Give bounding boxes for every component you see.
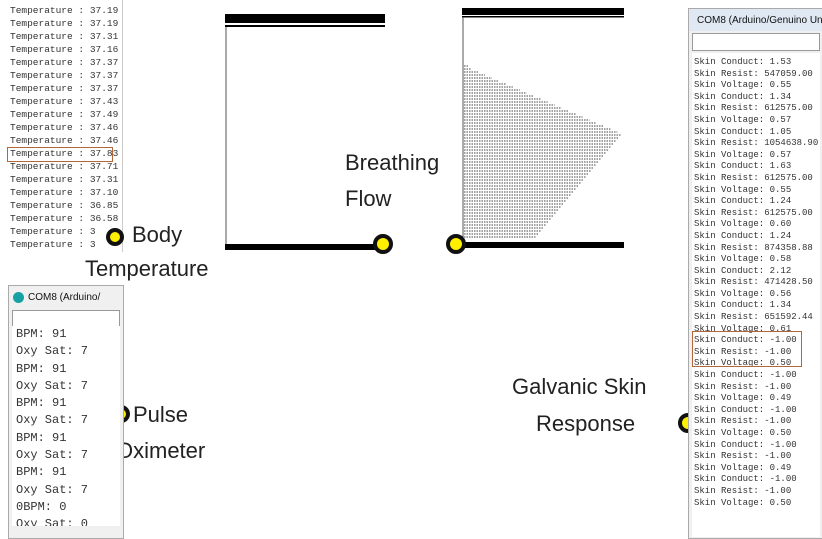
window-title: COM8 (Arduino/Genuino Uno): [697, 15, 822, 26]
log-line: Skin Resist: 612575.00: [694, 173, 820, 185]
log-line: Skin Voltage: 0.55: [694, 80, 820, 92]
plot-bar: [225, 244, 385, 250]
highlight-box: [692, 331, 802, 367]
log-line: Skin Resist: 651592.44: [694, 312, 820, 324]
page: {"temperature_log": {"lines": ["Temperat…: [0, 0, 822, 537]
app-icon: [13, 292, 24, 303]
log-line: Skin Resist: -1.00: [694, 382, 820, 394]
label: Flow: [345, 186, 391, 212]
label: Response: [536, 411, 635, 437]
highlight-box: [7, 147, 113, 162]
log-line: Temperature : 37.19: [0, 4, 122, 17]
log-line: Temperature : 37.19: [0, 17, 122, 30]
plot-bar: [225, 14, 385, 23]
log-line: Skin Conduct: 1.24: [694, 196, 820, 208]
log-line: Skin Voltage: 0.49: [694, 463, 820, 475]
log-line: Skin Voltage: 0.49: [694, 393, 820, 405]
log-line: Skin Conduct: 1.63: [694, 161, 820, 173]
serial-input[interactable]: [692, 33, 820, 51]
plot-bar: [462, 242, 624, 248]
window-title: COM8 (Arduino/: [28, 292, 100, 303]
log-line: Skin Resist: 612575.00: [694, 208, 820, 220]
label: Pulse: [133, 402, 188, 428]
log-line: Skin Conduct: 2.12: [694, 266, 820, 278]
log-line: Skin Conduct: 1.05: [694, 127, 820, 139]
log-line: BPM: 91: [16, 326, 120, 343]
log-line: Oxy Sat: 7: [16, 378, 120, 395]
gsr-window: COM8 (Arduino/Genuino Uno) Skin Conduct:…: [688, 8, 822, 539]
marker-dot: [446, 234, 466, 254]
log-line: Skin Resist: 612575.00: [694, 103, 820, 115]
log-line: Oxy Sat: 0: [16, 516, 120, 526]
log-line: Skin Voltage: 0.58: [694, 254, 820, 266]
log-line: Skin Conduct: -1.00: [694, 405, 820, 417]
plot-bar: [462, 8, 624, 15]
log-line: Temperature : 37.37: [0, 82, 122, 95]
log-line: Skin Resist: 547059.00: [694, 69, 820, 81]
log-line: Temperature : 37.43: [0, 95, 122, 108]
log-line: Skin Voltage: 0.56: [694, 289, 820, 301]
marker-dot: [106, 228, 124, 246]
window-title-bar: COM8 (Arduino/: [9, 286, 123, 308]
log-line: Skin Resist: -1.00: [694, 486, 820, 498]
log-line: Skin Conduct: -1.00: [694, 370, 820, 382]
log-line: Temperature : 37.49: [0, 108, 122, 121]
log-line: Temperature : 37.10: [0, 186, 122, 199]
window-title-bar: COM8 (Arduino/Genuino Uno): [689, 9, 822, 31]
log-line: Skin Conduct: 1.34: [694, 92, 820, 104]
marker-dot: [373, 234, 393, 254]
log-line: Skin Resist: 471428.50: [694, 277, 820, 289]
breathing-plot-left: [222, 8, 392, 256]
label: Galvanic Skin: [512, 374, 647, 400]
log-line: Skin Resist: -1.00: [694, 416, 820, 428]
log-line: Temperature : 36.58: [0, 212, 122, 225]
label: Temperature: [85, 256, 209, 282]
plot-bar: [462, 16, 624, 18]
log-line: Skin Conduct: 1.34: [694, 300, 820, 312]
plot-bar: [225, 25, 385, 27]
log-line: Skin Voltage: 0.57: [694, 115, 820, 127]
log-line: Temperature : 37.46: [0, 121, 122, 134]
log-line: Skin Voltage: 0.57: [694, 150, 820, 162]
log-line: Skin Resist: 1054638.90: [694, 138, 820, 150]
log-line: Skin Voltage: 0.55: [694, 185, 820, 197]
log-line: Temperature : 3: [0, 225, 122, 238]
log-line: BPM: 91: [16, 464, 120, 481]
log-line: Temperature : 37.31: [0, 30, 122, 43]
log-line: Skin Voltage: 0.50: [694, 428, 820, 440]
log-line: Temperature : 37.46: [0, 134, 122, 147]
log-line: Skin Voltage: 0.60: [694, 219, 820, 231]
label: Oximeter: [116, 438, 205, 464]
log-line: Skin Resist: -1.00: [694, 451, 820, 463]
log-line: Skin Conduct: 1.53: [694, 57, 820, 69]
label: Body: [132, 222, 182, 248]
log-line: Temperature : 3: [0, 238, 122, 251]
log-line: Temperature : 37.31: [0, 173, 122, 186]
log-line: Skin Conduct: 1.24: [694, 231, 820, 243]
log-line: BPM: 91: [16, 361, 120, 378]
log-line: BPM: 91: [16, 430, 120, 447]
log-line: Skin Resist: 874358.88: [694, 243, 820, 255]
log-line: Oxy Sat: 7: [16, 412, 120, 429]
breathing-plot-right: [460, 6, 626, 256]
log-line: 0BPM: 0: [16, 499, 120, 516]
log-line: Temperature : 37.37: [0, 69, 122, 82]
log-line: Skin Conduct: -1.00: [694, 474, 820, 486]
log-line: Oxy Sat: 7: [16, 343, 120, 360]
log-line: Oxy Sat: 7: [16, 447, 120, 464]
log-line: Skin Voltage: 0.50: [694, 498, 820, 510]
log-line: Temperature : 36.85: [0, 199, 122, 212]
log-line: Temperature : 37.37: [0, 56, 122, 69]
label: Breathing: [345, 150, 439, 176]
log-line: Oxy Sat: 7: [16, 482, 120, 499]
log-line: BPM: 91: [16, 395, 120, 412]
log-line: Temperature : 37.16: [0, 43, 122, 56]
log-line: Skin Conduct: -1.00: [694, 440, 820, 452]
